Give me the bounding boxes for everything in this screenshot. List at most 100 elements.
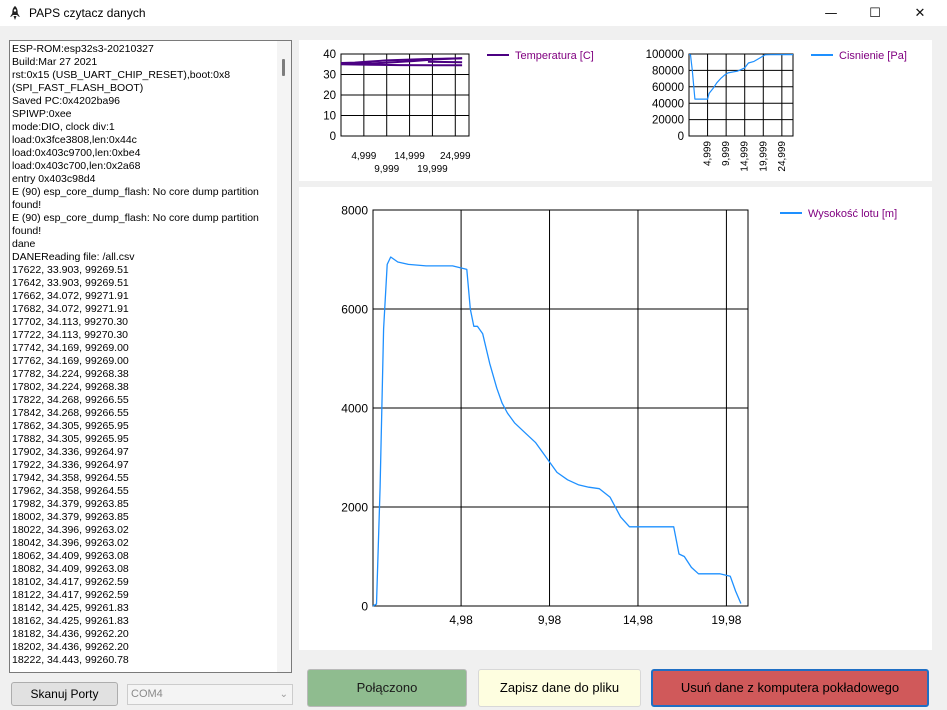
log-line: 17742, 34.169, 99269.00 — [12, 342, 129, 354]
log-line: 17702, 34.113, 99270.30 — [12, 316, 128, 328]
y-tick-label: 60000 — [652, 82, 684, 94]
log-line: 17902, 34.336, 99264.97 — [12, 446, 129, 458]
window-title: PAPS czytacz danych — [29, 6, 146, 20]
small-charts-panel: 40 30 20 10 0 4,999 14,999 24,999 9,999 19,999 Tem… — [299, 40, 932, 181]
log-line: 17922, 34.336, 99264.97 — [12, 459, 129, 471]
log-line: E (90) esp_core_dump_flash: No core dump… — [12, 186, 262, 211]
y-tick-label: 2000 — [341, 500, 368, 514]
x-tick-label: 4,999 — [351, 151, 376, 162]
temperature-chart: 40 30 20 10 0 4,999 14,999 24,999 9,999 19,999 Tem… — [323, 49, 594, 175]
altitude-chart: 8000 6000 4000 2000 0 4,98 9,98 14,98 19,98 Wysok… — [341, 203, 897, 627]
log-line: 17662, 34.072, 99271.91 — [12, 290, 129, 302]
log-line: mode:DIO, clock div:1 — [12, 121, 115, 133]
log-line: 17622, 33.903, 99269.51 — [12, 264, 129, 276]
minimize-icon: — — [824, 5, 838, 21]
log-line: 17842, 34.268, 99266.55 — [12, 407, 129, 419]
log-line: load:0x403c9700,len:0xbe4 — [12, 147, 141, 159]
x-tick-label: 9,999 — [374, 164, 399, 175]
maximize-icon: ☐ — [869, 5, 881, 21]
pressure-chart: 100000 80000 60000 40000 20000 0 4,999 9,999 14,… — [646, 49, 907, 171]
x-tick-label: 4,999 — [703, 141, 714, 166]
delete-onboard-data-button[interactable]: Usuń dane z komputera pokładowego — [651, 669, 929, 707]
log-line: 17782, 34.224, 99268.38 — [12, 368, 129, 380]
log-line: 17962, 34.358, 99264.55 — [12, 485, 129, 497]
altitude-series-line — [372, 256, 742, 607]
log-line: 18082, 34.409, 99263.08 — [12, 563, 129, 575]
y-tick-label: 40000 — [652, 98, 684, 110]
rocket-icon — [10, 6, 20, 20]
log-scrollbar[interactable] — [277, 41, 291, 672]
log-line: Saved PC:0x4202ba96 — [12, 95, 120, 107]
y-tick-label: 20 — [323, 90, 336, 102]
log-line: 17822, 34.268, 99266.55 — [12, 394, 129, 406]
log-scrollbar-thumb[interactable] — [282, 59, 285, 76]
x-tick-label: 24,999 — [777, 141, 788, 172]
x-tick-label: 19,999 — [758, 141, 769, 172]
port-select-value: COM4 — [131, 688, 163, 700]
log-line: dane — [12, 238, 36, 250]
x-tick-label: 19,999 — [417, 164, 448, 175]
log-line: load:0x3fce3808,len:0x44c — [12, 134, 137, 146]
x-tick-label: 4,98 — [449, 613, 473, 627]
temperature-series-line — [340, 63, 463, 67]
x-tick-label: 19,98 — [711, 613, 741, 627]
port-select[interactable]: COM4 ⌄ — [127, 684, 293, 705]
x-tick-label: 14,98 — [623, 613, 653, 627]
log-line: rst:0x15 (USB_UART_CHIP_RESET),boot:0x8 … — [12, 69, 233, 94]
legend-label: Temperatura [C] — [515, 50, 594, 62]
pressure-series-line — [688, 54, 794, 100]
log-line: 18162, 34.425, 99261.83 — [12, 615, 129, 627]
log-line: entry 0x403c98d4 — [12, 173, 96, 185]
close-icon: ✕ — [914, 5, 926, 21]
title-bar: PAPS czytacz danych — ☐ ✕ — [0, 0, 947, 26]
chevron-down-icon: ⌄ — [279, 689, 288, 700]
x-tick-label: 14,999 — [740, 141, 751, 172]
altitude-chart-panel: 8000 6000 4000 2000 0 4,98 9,98 14,98 19,98 Wysok… — [299, 187, 932, 650]
plot-area-border — [372, 209, 749, 607]
log-line: 18142, 34.425, 99261.83 — [12, 602, 129, 614]
y-tick-label: 0 — [330, 131, 336, 143]
log-line: 17722, 34.113, 99270.30 — [12, 329, 128, 341]
maximize-button[interactable]: ☐ — [852, 0, 898, 26]
altitude-chart-svg: 8000 6000 4000 2000 0 4,98 9,98 14,98 19,98 Wysok… — [341, 203, 897, 627]
save-data-button[interactable]: Zapisz dane do pliku — [478, 669, 641, 707]
close-button[interactable]: ✕ — [897, 0, 943, 26]
y-tick-label: 0 — [678, 131, 684, 143]
log-line: 18022, 34.396, 99263.02 — [12, 524, 129, 536]
log-line: 17682, 34.072, 99271.91 — [12, 303, 129, 315]
connected-button[interactable]: Połączono — [307, 669, 467, 707]
legend-label: Wysokość lotu [m] — [808, 208, 897, 220]
log-line: 18202, 34.436, 99262.20 — [12, 641, 129, 653]
log-line: 18102, 34.417, 99262.59 — [12, 576, 129, 588]
minimize-button[interactable]: — — [808, 0, 854, 26]
log-line: 17942, 34.358, 99264.55 — [12, 472, 129, 484]
y-tick-label: 30 — [323, 70, 336, 82]
y-tick-label: 8000 — [341, 203, 368, 217]
serial-log-textbox[interactable]: ESP-ROM:esp32s3-20210327 Build:Mar 27 202… — [9, 40, 292, 673]
y-tick-label: 80000 — [652, 66, 684, 78]
log-line: 18002, 34.379, 99263.85 — [12, 511, 129, 523]
log-line: 17762, 34.169, 99269.00 — [12, 355, 129, 367]
log-line: E (90) esp_core_dump_flash: No core dump… — [12, 212, 262, 237]
scan-ports-button[interactable]: Skanuj Porty — [11, 682, 118, 706]
log-line: 18182, 34.436, 99262.20 — [12, 628, 129, 640]
log-line: 17642, 33.903, 99269.51 — [12, 277, 129, 289]
log-line: 17982, 34.379, 99263.85 — [12, 498, 129, 510]
log-line: DANEReading file: /all.csv — [12, 251, 135, 263]
x-tick-label: 9,999 — [721, 141, 732, 166]
y-tick-label: 20000 — [652, 115, 684, 127]
serial-log-text: ESP-ROM:esp32s3-20210327 Build:Mar 27 202… — [12, 43, 277, 667]
x-tick-label: 24,999 — [440, 151, 471, 162]
x-tick-label: 9,98 — [538, 613, 562, 627]
plot-area-border — [688, 53, 794, 137]
y-tick-label: 10 — [323, 111, 336, 123]
log-line: 17802, 34.224, 99268.38 — [12, 381, 129, 393]
small-charts-svg: 40 30 20 10 0 4,999 14,999 24,999 9,999 19,999 Tem… — [323, 49, 907, 175]
log-line: SPIWP:0xee — [12, 108, 72, 120]
log-line: 17862, 34.305, 99265.95 — [12, 420, 129, 432]
plot-area-border — [340, 53, 470, 137]
legend-label: Cisnienie [Pa] — [839, 50, 907, 62]
y-tick-label: 6000 — [341, 302, 368, 316]
log-line: ESP-ROM:esp32s3-20210327 — [12, 43, 154, 55]
x-tick-label: 14,999 — [394, 151, 425, 162]
